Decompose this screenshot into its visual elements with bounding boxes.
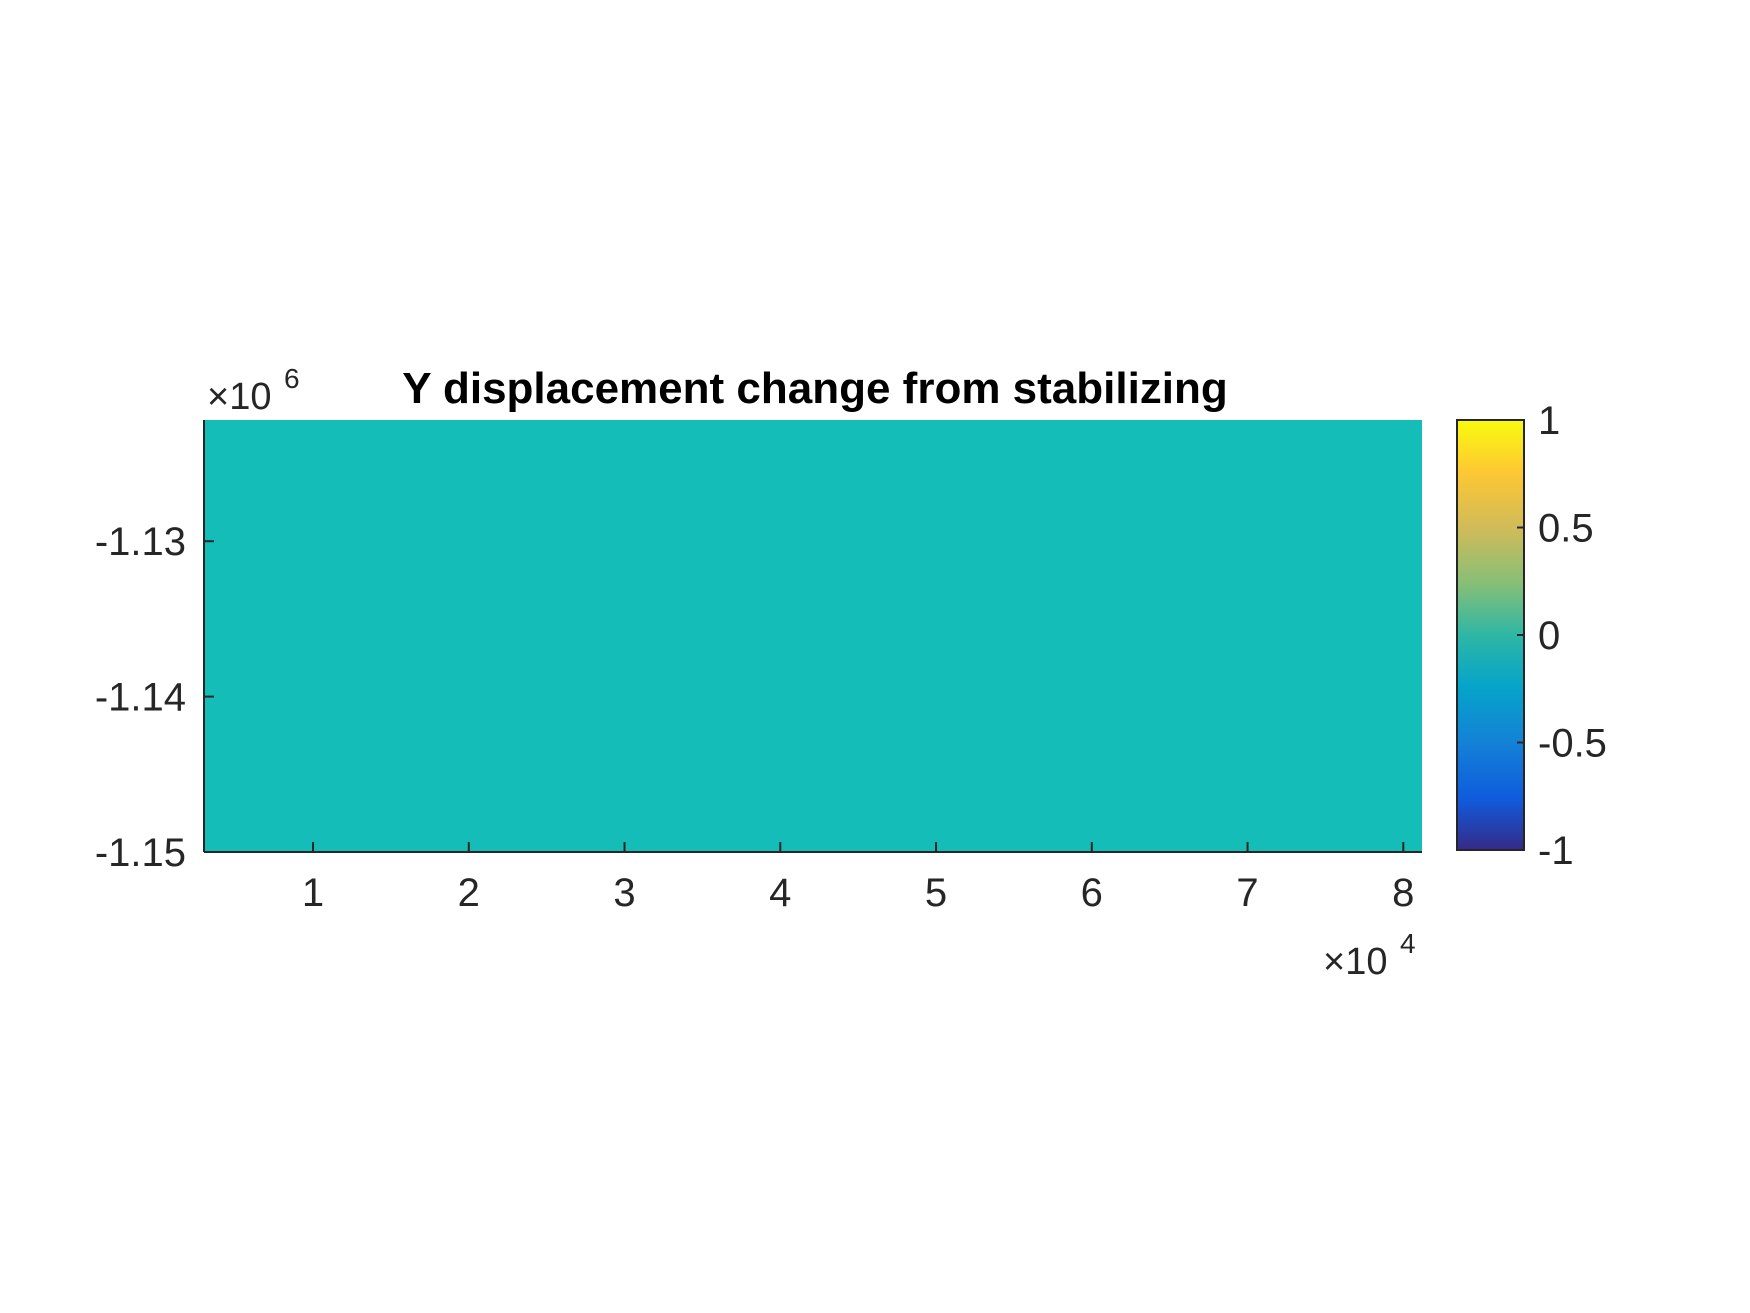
y-multiplier-exponent: 6 <box>284 363 300 394</box>
svg-text:×10: ×10 <box>1323 941 1387 983</box>
x-tick-label: 4 <box>769 871 791 915</box>
colorbar-gradient <box>1456 419 1525 851</box>
y-tick-label: -1.13 <box>95 520 186 564</box>
x-tick-label: 2 <box>458 871 480 915</box>
colorbar-ticks: 1 0.5 0 -0.5 -1 <box>1517 399 1607 873</box>
y-tick-label: -1.14 <box>95 676 186 720</box>
x-axis-multiplier: ×10 4 <box>1323 928 1416 983</box>
x-multiplier-base: 10 <box>1345 941 1387 983</box>
displacement-field <box>204 420 1422 852</box>
plot-area: 1 2 3 4 5 6 7 8 -1.13 -1.14 -1.15 <box>95 420 1422 915</box>
x-multiplier-exponent: 4 <box>1400 928 1416 959</box>
y-multiplier-times: × <box>207 376 229 418</box>
x-tick-label: 5 <box>925 871 947 915</box>
y-axis-multiplier: ×10 6 <box>207 363 300 418</box>
colorbar-tick-label: 1 <box>1538 399 1560 443</box>
x-tick-label: 3 <box>613 871 635 915</box>
x-axis-ticks: 1 2 3 4 5 6 7 8 <box>302 842 1414 915</box>
colorbar: 1 0.5 0 -0.5 -1 <box>1456 399 1607 873</box>
colorbar-tick-label: 0 <box>1538 614 1560 658</box>
svg-text:×10: ×10 <box>207 376 271 418</box>
y-multiplier-base: 10 <box>229 376 271 418</box>
x-multiplier-times: × <box>1323 941 1345 983</box>
x-tick-label: 7 <box>1236 871 1258 915</box>
y-tick-label: -1.15 <box>95 831 186 875</box>
x-tick-label: 6 <box>1081 871 1103 915</box>
chart-title: Y displacement change from stabilizing <box>402 364 1228 413</box>
x-tick-label: 1 <box>302 871 324 915</box>
y-axis-ticks: -1.13 -1.14 -1.15 <box>95 520 214 875</box>
colorbar-tick-label: -0.5 <box>1538 722 1607 766</box>
colorbar-tick-label: 0.5 <box>1538 507 1594 551</box>
colorbar-tick-label: -1 <box>1538 829 1574 873</box>
x-tick-label: 8 <box>1392 871 1414 915</box>
